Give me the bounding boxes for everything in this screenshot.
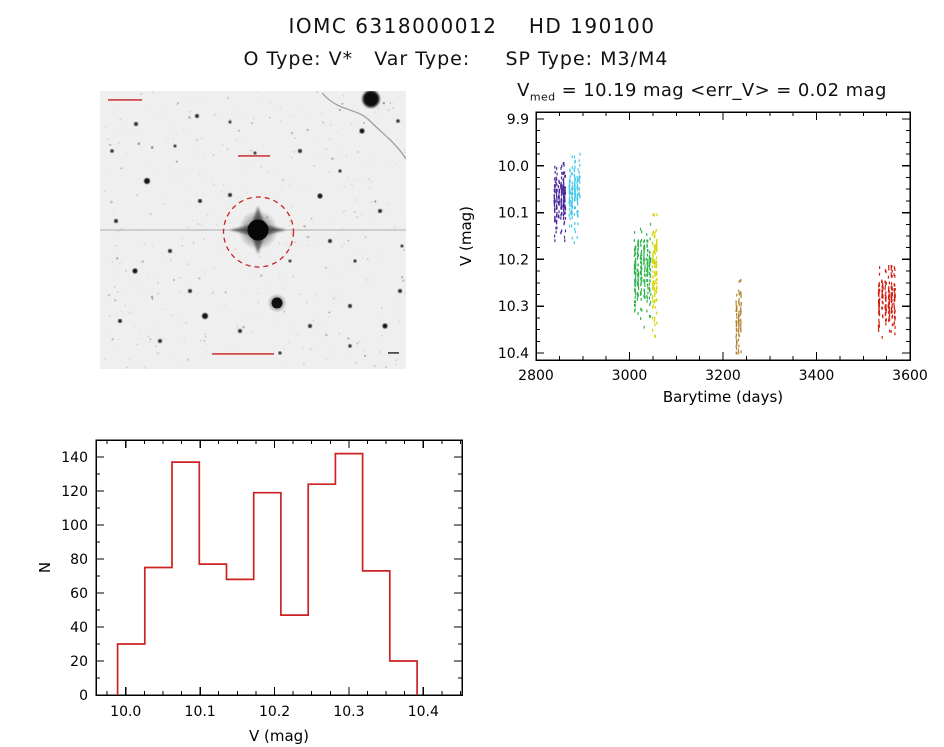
bright-star-top xyxy=(362,91,380,108)
series-epoch-4-yellow xyxy=(651,213,658,338)
finder-chart-image xyxy=(100,91,406,369)
starfield-svg xyxy=(100,91,406,369)
series-epoch-3-green xyxy=(633,222,652,329)
field-stars xyxy=(110,114,404,355)
magnitude-histogram-plot: 10.0 10.1 10.2 10.3 10.4 0 20 40 60 80 100 120 140 V … xyxy=(30,428,482,746)
top-left-red-label xyxy=(108,99,142,101)
series-epoch-5-orange xyxy=(735,279,742,355)
y-tick-label: 9.9 xyxy=(507,112,529,128)
scale-mark xyxy=(388,352,399,354)
y-tick-label: 0 xyxy=(79,688,88,704)
y-tick-label: 120 xyxy=(61,484,88,500)
x-tick-label: 3400 xyxy=(799,368,835,384)
y-tick-label: 10.0 xyxy=(498,159,529,175)
y-tick-label: 140 xyxy=(61,450,88,466)
x-tick-label: 3000 xyxy=(612,368,648,384)
x-tick-label: 3200 xyxy=(705,368,741,384)
lightcurve-stats-line: Vmed = 10.19 mag <err_V> = 0.02 mag xyxy=(460,80,944,104)
y-axis-label: N xyxy=(36,562,54,573)
bright-star-secondary xyxy=(267,293,287,313)
y-tick-label: 40 xyxy=(70,620,88,636)
y-tick-label: 20 xyxy=(70,654,88,670)
x-axis-label: V (mag) xyxy=(249,727,309,745)
page-title: IOMC 6318000012 HD 190100 xyxy=(288,14,656,38)
lightcurve-svg: 2800 3000 3200 3400 3600 9.9 10.0 10.1 10.2 10.3 1… xyxy=(457,111,928,406)
series-epoch-6-red xyxy=(877,265,896,339)
y-axis-label: V (mag) xyxy=(457,206,475,266)
series-epoch-1-purple xyxy=(553,162,567,243)
target-red-label xyxy=(238,155,270,157)
page-subtitle: O Type: V* Var Type: SP Type: M3/M4 xyxy=(243,48,669,70)
vmed-values: = 10.19 mag <err_V> = 0.02 mag xyxy=(555,80,887,101)
target-star xyxy=(198,180,318,280)
vmed-symbol: V xyxy=(517,80,530,101)
y-tick-label: 10.3 xyxy=(498,299,529,315)
x-tick-label: 2800 xyxy=(518,368,554,384)
x-tick-label: 3600 xyxy=(892,368,928,384)
y-tick-label: 10.4 xyxy=(498,346,529,362)
x-axis-label: Barytime (days) xyxy=(663,388,783,406)
bottom-red-label xyxy=(212,353,274,355)
y-tick-label: 10.1 xyxy=(498,206,529,222)
x-tick-label: 10.0 xyxy=(110,704,141,720)
x-tick-label: 10.1 xyxy=(185,704,216,720)
histogram-steps xyxy=(116,452,418,695)
plot-frame xyxy=(95,439,463,696)
vmed-subscript: med xyxy=(529,90,556,104)
y-tick-label: 60 xyxy=(70,586,88,602)
histogram-axes: 10.0 10.1 10.2 10.3 10.4 0 20 40 60 80 100 120 140 V … xyxy=(36,439,463,745)
x-tick-label: 10.4 xyxy=(408,704,439,720)
x-tick-label: 10.3 xyxy=(333,704,364,720)
y-tick-label: 100 xyxy=(61,518,88,534)
target-marker-circle xyxy=(222,196,295,268)
lightcurve-axes: 2800 3000 3200 3400 3600 9.9 10.0 10.1 10.2 10.3 1… xyxy=(457,111,928,406)
histogram-svg: 10.0 10.1 10.2 10.3 10.4 0 20 40 60 80 100 120 140 V … xyxy=(36,439,463,745)
lightcurve-plot: 2800 3000 3200 3400 3600 9.9 10.0 10.1 10.2 10.3 1… xyxy=(455,78,944,410)
x-tick-label: 10.2 xyxy=(259,704,290,720)
y-tick-label: 10.2 xyxy=(498,252,529,268)
y-tick-label: 80 xyxy=(70,552,88,568)
series-epoch-2-cyan xyxy=(568,152,581,245)
trail-streak xyxy=(321,92,406,160)
plot-frame xyxy=(535,111,911,361)
